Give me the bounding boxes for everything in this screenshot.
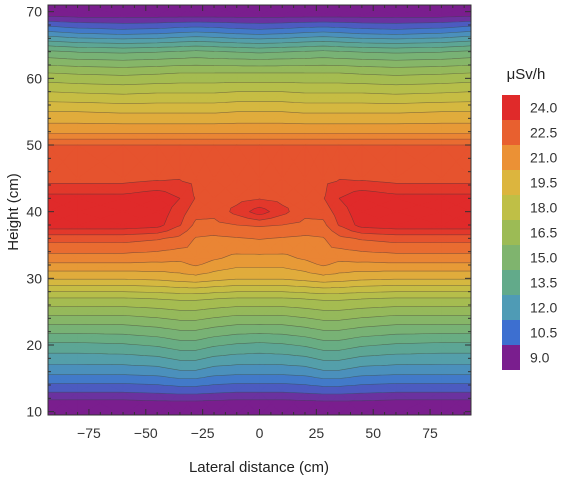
x-tick-label: −75 (77, 425, 101, 441)
x-tick-label: −25 (191, 425, 215, 441)
contour-band (48, 138, 471, 254)
x-tick-label: 25 (309, 425, 325, 441)
contour-fill-layer (48, 5, 471, 415)
legend-label: 21.0 (530, 150, 557, 166)
x-axis-title: Lateral distance (cm) (189, 459, 329, 476)
contour-lines (48, 16, 471, 402)
legend-label: 10.5 (530, 325, 557, 341)
legend-swatch (502, 220, 520, 245)
legend-swatch (502, 320, 520, 345)
legend-label: 24.0 (530, 100, 557, 116)
x-tick-label: −50 (134, 425, 158, 441)
x-tick-label: 50 (365, 425, 381, 441)
legend-swatch (502, 120, 520, 145)
legend-swatch (502, 345, 520, 370)
y-tick-label: 20 (26, 337, 42, 353)
y-tick-label: 30 (26, 270, 42, 286)
axis-ticks: −75 −50 −25 0 25 50 75 10 20 30 40 50 60 70 (26, 4, 471, 441)
legend-label: 13.5 (530, 275, 557, 291)
x-tick-label: 0 (256, 425, 264, 441)
y-tick-label: 40 (26, 204, 42, 220)
x-tick-label: 75 (422, 425, 438, 441)
y-tick-label: 70 (26, 4, 42, 20)
legend-label: 16.5 (530, 225, 557, 241)
legend-title: μSv/h (507, 66, 546, 83)
legend-swatch (502, 295, 520, 320)
legend-label: 22.5 (530, 125, 557, 141)
legend-label: 9.0 (530, 350, 550, 366)
y-tick-label: 50 (26, 137, 42, 153)
y-axis-title: Height (cm) (5, 173, 22, 251)
legend-swatch (502, 95, 520, 120)
legend-label: 19.5 (530, 175, 557, 191)
legend-swatch (502, 145, 520, 170)
legend-swatch (502, 270, 520, 295)
legend-label: 12.0 (530, 300, 557, 316)
color-legend: μSv/h 24.0 22.5 21.0 19.5 18.0 16.5 15.0 13.5 12… (502, 66, 557, 370)
legend-label: 18.0 (530, 200, 557, 216)
y-tick-label: 10 (26, 404, 42, 420)
y-tick-label: 60 (26, 70, 42, 86)
legend-swatch (502, 170, 520, 195)
legend-swatch (502, 195, 520, 220)
legend-label: 15.0 (530, 250, 557, 266)
legend-swatch (502, 245, 520, 270)
